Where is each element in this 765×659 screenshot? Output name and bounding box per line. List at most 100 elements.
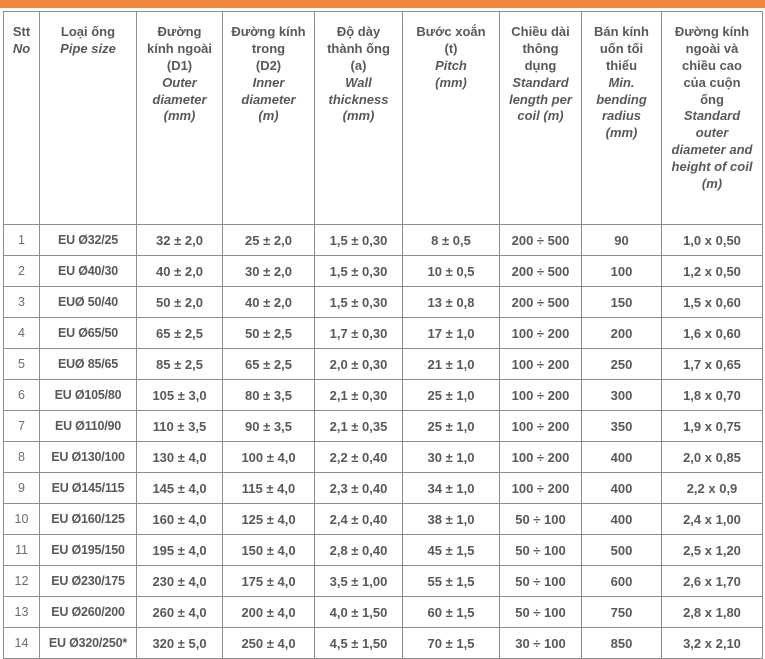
table-cell: 4,5 ± 1,50 [314,627,403,659]
table-cell: 40 ± 2,0 [222,286,315,318]
table-row: 10 EU Ø160/125 160 ± 4,0 125 ± 4,0 2,4 ± 0,4… [3,503,763,535]
table-cell: 9 [3,472,40,504]
table-cell: 2,0 ± 0,30 [314,348,403,380]
column-header-vi: Đường kính ngoài và chiều cao của cuộn ố… [674,24,750,107]
column-header-7: Bán kính uốn tối thiểu Min. bending radiu… [581,11,662,225]
table-cell: 2,3 ± 0,40 [314,472,403,504]
table-cell: 5 [3,348,40,380]
table-cell: 70 ± 1,5 [402,627,500,659]
table-cell: 145 ± 4,0 [136,472,223,504]
table-cell: 750 [581,596,662,628]
table-cell: 65 ± 2,5 [136,317,223,349]
table-cell: 7 [3,410,40,442]
table-cell: 125 ± 4,0 [222,503,315,535]
table-cell: 1,7 ± 0,30 [314,317,403,349]
table-cell: 200 ÷ 500 [499,286,582,318]
table-header-row: Stt No Loại ống Pipe size Đường kính ngoài (… [3,11,763,225]
table-cell: 110 ± 3,5 [136,410,223,442]
table-cell: EU Ø230/175 [39,565,137,597]
table-cell: 21 ± 1,0 [402,348,500,380]
table-cell: 4 [3,317,40,349]
table-cell: EUØ 50/40 [39,286,137,318]
table-cell: 3 [3,286,40,318]
table-row: 11 EU Ø195/150 195 ± 4,0 150 ± 4,0 2,8 ± 0,4… [3,534,763,566]
table-cell: 55 ± 1,5 [402,565,500,597]
table-cell: 13 [3,596,40,628]
column-header-vi: Bước xoắn (t) [416,24,486,56]
table-cell: 2,2 ± 0,40 [314,441,403,473]
table-cell: 150 [581,286,662,318]
table-cell: 130 ± 4,0 [136,441,223,473]
table-cell: 2,5 x 1,20 [661,534,763,566]
table-cell: 90 [581,224,662,256]
table-cell: EU Ø105/80 [39,379,137,411]
table-cell: 1,8 x 0,70 [661,379,763,411]
table-cell: 80 ± 3,5 [222,379,315,411]
table-cell: 1,5 x 0,60 [661,286,763,318]
table-cell: EU Ø260/200 [39,596,137,628]
table-cell: 60 ± 1,5 [402,596,500,628]
table-cell: EU Ø195/150 [39,534,137,566]
table-cell: 1 [3,224,40,256]
table-cell: 2,0 x 0,85 [661,441,763,473]
table-cell: 500 [581,534,662,566]
table-cell: 100 ÷ 200 [499,410,582,442]
table-cell: EU Ø110/90 [39,410,137,442]
table-cell: 300 [581,379,662,411]
table-cell: 100 ÷ 200 [499,441,582,473]
table-cell: 250 [581,348,662,380]
column-header-vi: Bán kính uốn tối thiểu [594,24,649,73]
column-header-en: Min. bending radius (mm) [596,74,647,141]
table-cell: 40 ± 2,0 [136,255,223,287]
column-header-en: Standard outer diameter and height of co… [671,108,753,192]
table-cell: 11 [3,534,40,566]
table-cell: 200 ÷ 500 [499,224,582,256]
table-cell: EU Ø65/50 [39,317,137,349]
table-cell: 400 [581,472,662,504]
table-cell: 10 [3,503,40,535]
table-cell: 17 ± 1,0 [402,317,500,349]
column-header-3: Đường kính trong (D2) Inner diameter (m) [222,11,315,225]
table-row: 12 EU Ø230/175 230 ± 4,0 175 ± 4,0 3,5 ± 1,0… [3,565,763,597]
table-cell: 3,5 ± 1,00 [314,565,403,597]
table-cell: 600 [581,565,662,597]
table-cell: 250 ± 4,0 [222,627,315,659]
table-row: 2 EU Ø40/30 40 ± 2,0 30 ± 2,0 1,5 ± 0,30 10 ±… [3,255,763,287]
table-cell: 200 ÷ 500 [499,255,582,287]
table-cell: 1,5 ± 0,30 [314,286,403,318]
table-cell: EU Ø320/250* [39,627,137,659]
table-cell: 100 ± 4,0 [222,441,315,473]
column-header-2: Đường kính ngoài (D1) Outer diameter (mm) [136,11,223,225]
table-cell: 2,2 x 0,9 [661,472,763,504]
table-cell: EU Ø145/115 [39,472,137,504]
table-cell: 34 ± 1,0 [402,472,500,504]
table-cell: 12 [3,565,40,597]
table-cell: 25 ± 1,0 [402,379,500,411]
table-cell: 400 [581,441,662,473]
table-cell: 100 ÷ 200 [499,317,582,349]
table-cell: 230 ± 4,0 [136,565,223,597]
column-header-en: Wall thickness (mm) [328,74,389,124]
table-cell: 1,5 ± 0,30 [314,255,403,287]
table-cell: 1,0 x 0,50 [661,224,763,256]
table-row: 8 EU Ø130/100 130 ± 4,0 100 ± 4,0 2,2 ± 0,40… [3,441,763,473]
table-row: 7 EU Ø110/90 110 ± 3,5 90 ± 3,5 2,1 ± 0,35 25… [3,410,763,442]
table-row: 5 EUØ 85/65 85 ± 2,5 65 ± 2,5 2,0 ± 0,30 21 ±… [3,348,763,380]
table-cell: 3,2 x 2,10 [661,627,763,659]
table-cell: 100 ÷ 200 [499,472,582,504]
table-cell: 195 ± 4,0 [136,534,223,566]
table-cell: 13 ± 0,8 [402,286,500,318]
table-cell: 2,8 ± 0,40 [314,534,403,566]
table-cell: 25 ± 1,0 [402,410,500,442]
table-cell: 45 ± 1,5 [402,534,500,566]
column-header-vi: Chiều dài thông dụng [511,24,570,73]
column-header-1: Loại ống Pipe size [39,11,137,225]
table-cell: 30 ± 2,0 [222,255,315,287]
table-cell: 2,4 ± 0,40 [314,503,403,535]
table-cell: 8 [3,441,40,473]
table-cell: 1,9 x 0,75 [661,410,763,442]
table-cell: 200 [581,317,662,349]
table-cell: 160 ± 4,0 [136,503,223,535]
table-cell: 2,1 ± 0,35 [314,410,403,442]
table-cell: 850 [581,627,662,659]
